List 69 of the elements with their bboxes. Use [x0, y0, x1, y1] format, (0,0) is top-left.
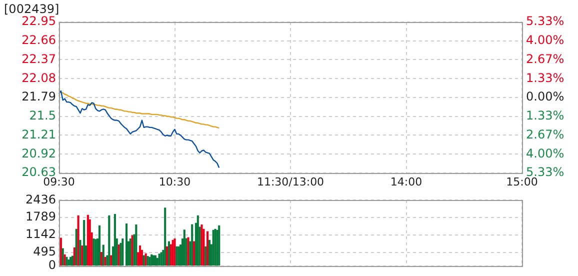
y-tick-label: 22.08: [22, 70, 56, 85]
bar: [206, 231, 209, 266]
bar: [191, 224, 194, 266]
bar: [81, 246, 84, 266]
bar: [135, 224, 138, 266]
bar: [154, 255, 156, 266]
y-tick-label: 22.66: [22, 33, 56, 47]
y2-tick-label: 1.33%: [526, 108, 564, 122]
y-tick-label: 21.21: [22, 127, 56, 142]
y2-tick-label: 2.67%: [526, 127, 564, 142]
y-tick-label: 0: [48, 258, 56, 272]
bar: [183, 230, 186, 266]
bar: [114, 214, 116, 266]
bar: [86, 214, 89, 266]
bar: [166, 246, 168, 266]
y-tick-label: 21.5: [29, 108, 56, 122]
y-tick-label: 495: [33, 244, 56, 259]
bar: [83, 220, 86, 266]
x-tick-label: 11:30/13:00: [256, 175, 324, 188]
x-tick-label: 15:00: [506, 175, 538, 188]
bar: [102, 244, 104, 266]
x-tick-label: 14:00: [390, 175, 422, 188]
bar: [146, 256, 149, 266]
bar: [108, 215, 110, 266]
bar: [176, 246, 178, 266]
x-tick-label: 09:30: [43, 175, 75, 188]
y2-tick-label: 2.67%: [526, 52, 564, 66]
chart-title: [002439]: [4, 2, 60, 16]
bar: [100, 252, 102, 266]
bar: [193, 241, 196, 266]
bar: [196, 215, 199, 266]
bar: [60, 238, 62, 266]
y-tick-label: 1142: [25, 227, 56, 242]
y-tick-label: 22.37: [22, 52, 56, 66]
x-tick-label: 10:30: [158, 175, 191, 188]
bar: [62, 248, 64, 266]
bar: [88, 219, 91, 266]
bar: [92, 238, 95, 266]
bar: [148, 256, 151, 266]
y-tick-label: 22.95: [22, 14, 56, 28]
y2-tick-label: 1.33%: [526, 70, 564, 85]
bar: [164, 208, 166, 266]
y-tick-label: 20.92: [22, 146, 56, 160]
bar: [110, 255, 112, 266]
bar: [152, 255, 155, 266]
bar: [216, 230, 218, 266]
bar: [73, 247, 76, 266]
bar: [71, 256, 74, 266]
bar: [204, 246, 207, 266]
bar: [140, 250, 143, 266]
y2-tick-label: 4.00%: [526, 146, 564, 160]
bar: [218, 225, 220, 266]
y2-tick-label: 5.33%: [526, 14, 564, 28]
y2-tick-label: 4.00%: [526, 32, 564, 47]
y2-tick-label: 0.00%: [526, 90, 564, 104]
bar: [208, 240, 211, 266]
bar: [202, 228, 205, 266]
bar: [125, 223, 128, 266]
bar: [75, 228, 78, 266]
y-tick-label: 1789: [25, 210, 56, 224]
y-tick-label: 21.79: [22, 90, 56, 104]
bar: [168, 241, 170, 266]
bar: [98, 225, 101, 266]
bar: [68, 260, 70, 266]
bar: [70, 256, 72, 266]
bar: [138, 246, 142, 266]
bar: [122, 238, 124, 266]
y-tick-label: 2436: [25, 192, 56, 206]
bar: [150, 254, 153, 266]
